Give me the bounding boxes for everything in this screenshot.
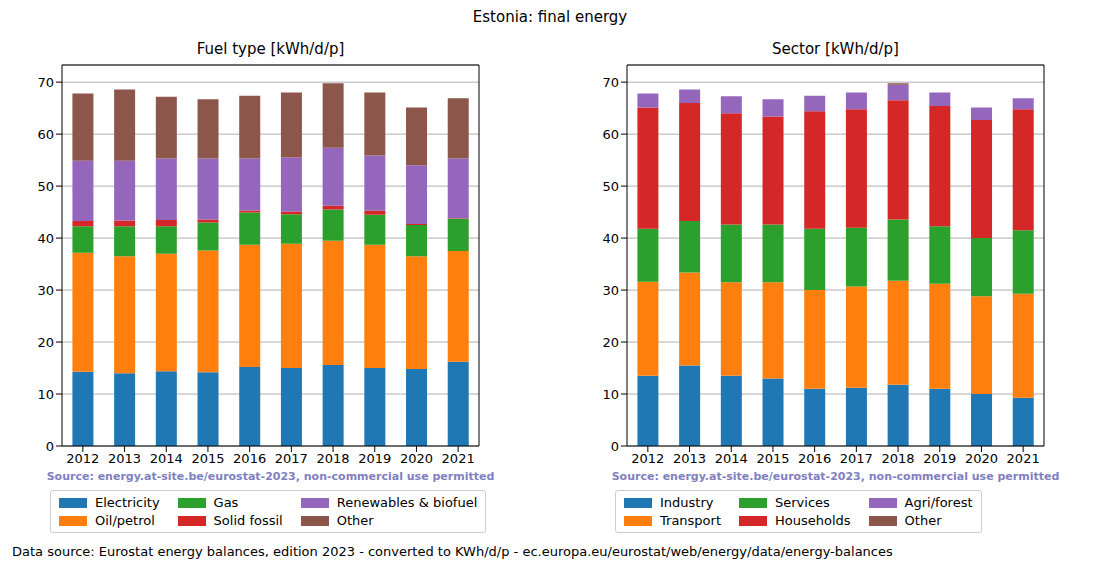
- svg-text:10: 10: [37, 387, 54, 402]
- html-text:Estonia: final energy: Estonia: final energy: [472, 8, 628, 26]
- svg-text:2021: 2021: [442, 451, 475, 466]
- svg-text:0: 0: [46, 439, 54, 454]
- svg-text:2012: 2012: [66, 451, 99, 466]
- svg-text:40: 40: [37, 231, 54, 246]
- html-text:Electricity: Electricity: [95, 495, 160, 510]
- html-text:Source: energy.at-site.be/euro: Source: energy.at-site.be/eurostat-2023,…: [46, 470, 495, 483]
- svg-text:2020: 2020: [400, 451, 433, 466]
- svg-text:10: 10: [602, 387, 619, 402]
- svg-text:2013: 2013: [673, 451, 706, 466]
- svg-text:2016: 2016: [233, 451, 266, 466]
- svg-text:2015: 2015: [756, 451, 789, 466]
- html-text:Source: energy.at-site.be/euro: Source: energy.at-site.be/eurostat-2023,…: [611, 470, 1060, 483]
- svg-text:2014: 2014: [715, 451, 748, 466]
- svg-text:30: 30: [602, 283, 619, 298]
- svg-text:70: 70: [37, 75, 54, 90]
- html-text:Other: Other: [904, 513, 942, 528]
- svg-text:2020: 2020: [965, 451, 998, 466]
- html-text:Services: Services: [775, 495, 830, 510]
- html-text:Renewables & biofuel: Renewables & biofuel: [336, 495, 478, 510]
- html-text:Fuel type [kWh/d/p]: Fuel type [kWh/d/p]: [196, 40, 345, 58]
- svg-text:30: 30: [37, 283, 54, 298]
- svg-text:0: 0: [611, 439, 619, 454]
- html-text:Agri/forest: Agri/forest: [904, 495, 973, 510]
- html-text:Solid fossil: Solid fossil: [213, 513, 283, 528]
- svg-text:2017: 2017: [275, 451, 308, 466]
- svg-text:60: 60: [37, 127, 54, 142]
- svg-text:2018: 2018: [882, 451, 915, 466]
- svg-text:20: 20: [602, 335, 619, 350]
- svg-text:20: 20: [37, 335, 54, 350]
- svg-text:2015: 2015: [191, 451, 224, 466]
- html-text:Households: Households: [775, 513, 851, 528]
- svg-text:2012: 2012: [631, 451, 664, 466]
- svg-text:2017: 2017: [840, 451, 873, 466]
- svg-text:2021: 2021: [1007, 451, 1040, 466]
- svg-text:2018: 2018: [317, 451, 350, 466]
- svg-text:50: 50: [602, 179, 619, 194]
- svg-text:70: 70: [602, 75, 619, 90]
- html-text:Industry: Industry: [660, 495, 714, 510]
- svg-text:2013: 2013: [108, 451, 141, 466]
- svg-text:60: 60: [602, 127, 619, 142]
- svg-text:2016: 2016: [798, 451, 831, 466]
- html-text:Data source: Eurostat energy b: Data source: Eurostat energy balances, e…: [12, 544, 893, 559]
- html-text:Sector [kWh/d/p]: Sector [kWh/d/p]: [772, 40, 899, 58]
- html-text:Other: Other: [336, 513, 374, 528]
- html-text:Gas: Gas: [213, 495, 239, 510]
- svg-text:40: 40: [602, 231, 619, 246]
- svg-text:2019: 2019: [923, 451, 956, 466]
- svg-text:2014: 2014: [150, 451, 183, 466]
- svg-text:2019: 2019: [358, 451, 391, 466]
- svg-text:50: 50: [37, 179, 54, 194]
- html-text:Oil/petrol: Oil/petrol: [95, 513, 155, 528]
- html-text:Transport: Transport: [660, 513, 721, 528]
